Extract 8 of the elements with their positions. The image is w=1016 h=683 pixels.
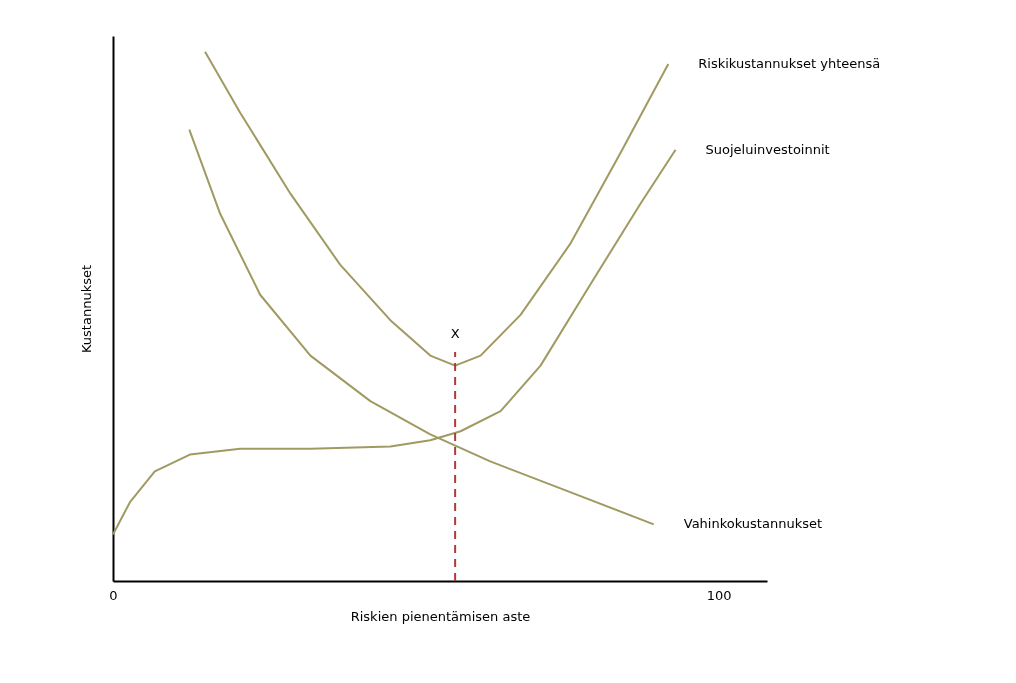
text: Suojeluinvestoinnit [705,141,830,157]
x-tick-label: 0 [109,587,118,603]
x-tick-label: 100 [706,587,732,603]
x-axis-title: Riskien pienentämisen aste [350,608,531,624]
y-axis-title: Kustannukset [78,264,94,354]
ref-line-label: X [450,326,460,342]
text: Vahinkokustannukset [683,516,823,532]
text: Riskikustannukset yhteensä [698,56,881,72]
